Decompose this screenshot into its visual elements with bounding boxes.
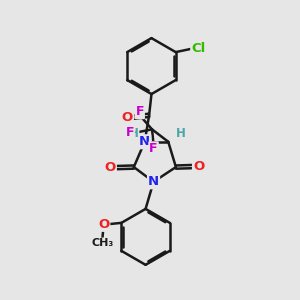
Text: H: H — [176, 127, 186, 140]
Text: O: O — [193, 160, 204, 173]
Text: F: F — [135, 105, 144, 118]
Text: O: O — [98, 218, 109, 231]
Text: Cl: Cl — [191, 42, 206, 55]
Text: H: H — [129, 127, 138, 140]
Text: O: O — [122, 111, 133, 124]
Text: N: N — [139, 135, 150, 148]
Text: F: F — [125, 126, 134, 140]
Text: CH₃: CH₃ — [91, 238, 113, 248]
Text: N: N — [148, 175, 159, 188]
Text: F: F — [149, 142, 158, 155]
Text: O: O — [105, 161, 116, 174]
